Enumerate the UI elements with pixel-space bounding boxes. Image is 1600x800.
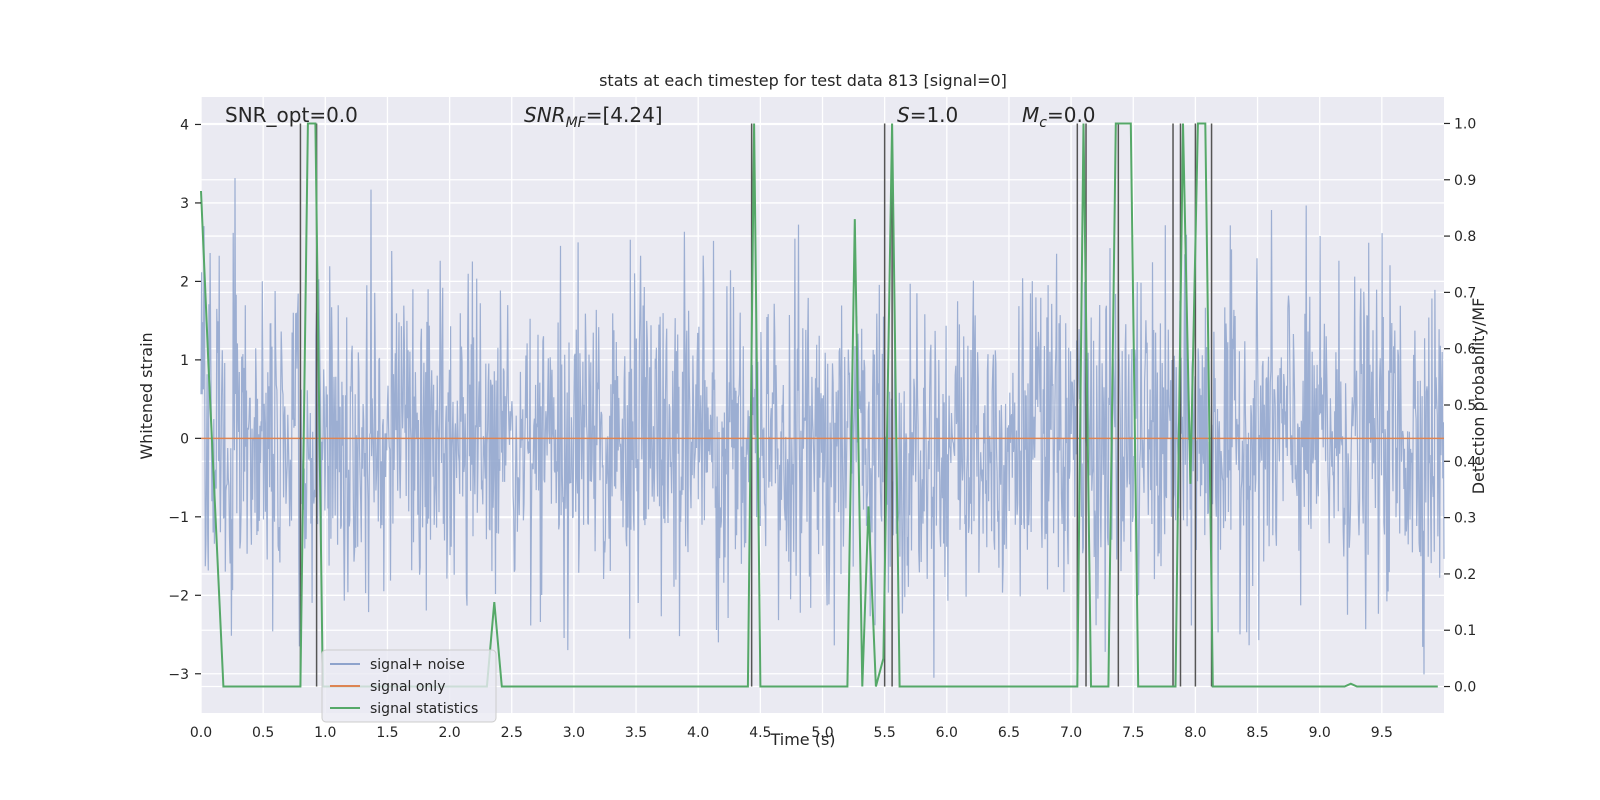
chart-title: stats at each timestep for test data 813… (599, 71, 1007, 90)
x-tick-label: 6.5 (998, 725, 1020, 741)
x-tick-label: 1.5 (376, 725, 398, 741)
x-tick-label: 3.5 (625, 725, 647, 741)
legend: signal+ noise signal only signal statist… (321, 649, 497, 723)
x-tick-label: 5.5 (874, 725, 896, 741)
series-signal-statistics (200, 122, 1438, 688)
y-tick-label: −2 (168, 588, 189, 604)
signal-noise-line (200, 178, 1445, 678)
x-tick-label: 2.0 (438, 725, 460, 741)
y2-tick-label: 0.1 (1454, 623, 1476, 639)
y-tick-label: 1 (180, 353, 189, 369)
y2-tick-label: 0.4 (1454, 454, 1476, 470)
y-tick-label: −1 (168, 510, 189, 526)
legend-box (321, 649, 497, 723)
y2-tick-label: 0.3 (1454, 511, 1476, 527)
y-tick-label: 2 (180, 274, 189, 290)
y2-tick-label: 0.5 (1454, 398, 1476, 414)
x-tick-label: 7.0 (1060, 725, 1082, 741)
x-tick-label: 0.5 (252, 725, 274, 741)
legend-label-signal-statistics: signal statistics (370, 701, 478, 717)
x-tick-label: 3.0 (563, 725, 585, 741)
signal-statistics-line (200, 122, 1438, 688)
y2-tick-label: 0.7 (1454, 285, 1476, 301)
series-signal-noise (200, 178, 1445, 678)
x-tick-label: 4.0 (687, 725, 709, 741)
y2-tick-label: 0.6 (1454, 342, 1476, 358)
legend-label-signal-only: signal only (370, 679, 445, 695)
x-tick-label: 2.5 (501, 725, 523, 741)
x-tick-label: 0.0 (190, 725, 212, 741)
y2-tick-label: 1.0 (1454, 116, 1476, 132)
x-tick-label: 7.5 (1122, 725, 1144, 741)
x-tick-label: 9.0 (1309, 725, 1331, 741)
tick-labels: 0.0 0.5 1.0 1.5 2.0 2.5 3.0 3.5 4.0 4.5 5.0 5.5 6.0 6… (168, 116, 1476, 741)
annotation-s: S=1.0 (897, 103, 958, 127)
x-axis-label: Time (s) (769, 730, 835, 749)
y2-tick-label: 0.0 (1454, 680, 1476, 696)
x-tick-label: 5.0 (811, 725, 833, 741)
legend-label-signal-noise: signal+ noise (370, 657, 465, 673)
x-tick-label: 4.5 (749, 725, 771, 741)
annotation-mc: Mc=0.0 (1022, 103, 1096, 131)
y-axis-label: Whitened strain (137, 332, 156, 459)
x-tick-label: 6.0 (936, 725, 958, 741)
y2-tick-label: 0.9 (1454, 173, 1476, 189)
y-tick-label: 0 (180, 431, 189, 447)
y-tick-label: −3 (168, 667, 189, 683)
y-tick-label: 4 (180, 117, 189, 133)
y2-tick-label: 0.8 (1454, 229, 1476, 245)
y2-axis-label: Detection probability/MF (1469, 298, 1488, 495)
annotation-snr-mf: SNRMF=[4.24] (524, 103, 663, 131)
y-tick-label: 3 (180, 196, 189, 212)
y2-tick-label: 0.2 (1454, 567, 1476, 583)
annotation-snr-opt: SNR_opt=0.0 (225, 103, 358, 127)
x-tick-label: 1.0 (314, 725, 336, 741)
x-tick-label: 8.0 (1184, 725, 1206, 741)
x-tick-label: 9.5 (1371, 725, 1393, 741)
x-tick-label: 8.5 (1246, 725, 1268, 741)
annotations: SNR_opt=0.0 SNRMF=[4.24] S=1.0 Mc=0.0 (225, 103, 1096, 131)
